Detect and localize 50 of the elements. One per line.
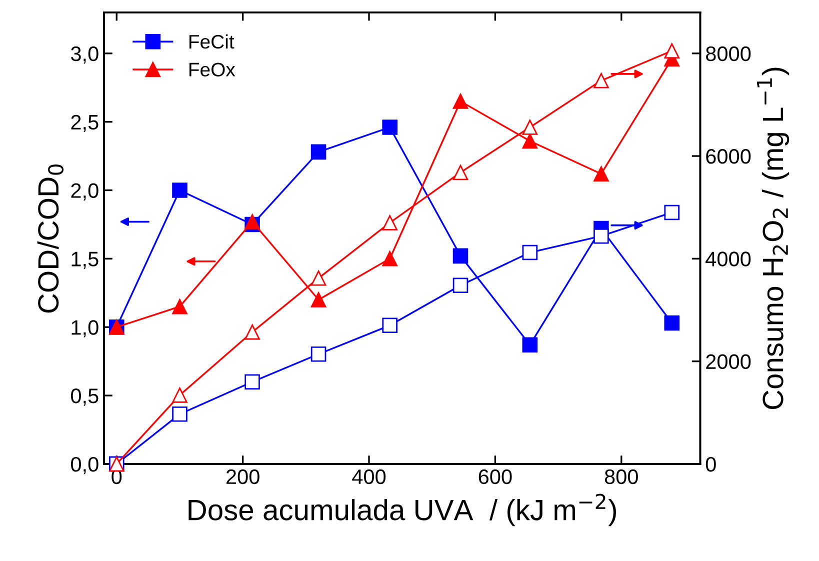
point bbox=[382, 120, 398, 135]
point bbox=[664, 204, 680, 220]
x-tick-label: 600 bbox=[478, 469, 512, 484]
point bbox=[664, 43, 680, 58]
x-tick-label: 200 bbox=[226, 469, 260, 484]
y-tick-label: 1,0 bbox=[72, 320, 98, 338]
point bbox=[452, 94, 468, 109]
y-axis-title: COD/COD$_{0}$ bbox=[37, 164, 64, 313]
point bbox=[172, 406, 188, 422]
y-tick-label: 2,5 bbox=[71, 114, 98, 132]
point bbox=[382, 215, 398, 230]
y2-tick-label: 8000 bbox=[706, 46, 751, 62]
point bbox=[310, 144, 326, 160]
y-tick-label: 1,5 bbox=[72, 252, 98, 269]
x-tick-label: 800 bbox=[604, 469, 638, 484]
point bbox=[522, 133, 538, 149]
x-tick-label: 400 bbox=[352, 469, 386, 484]
point bbox=[452, 278, 468, 293]
point bbox=[310, 270, 326, 286]
point bbox=[310, 292, 326, 308]
point bbox=[172, 298, 188, 314]
y2-axis-title: Consumo H$_{2}$O$_{2}$ / (mg L$^{−1}$) bbox=[757, 68, 790, 410]
y2-tick-label: 6000 bbox=[706, 149, 751, 164]
point bbox=[310, 346, 326, 362]
y-tick-label: 3,0 bbox=[70, 46, 98, 64]
point bbox=[172, 182, 188, 198]
legend-label: FeOx bbox=[189, 62, 236, 76]
point bbox=[382, 251, 398, 266]
x-axis-title: Dose acumulada UVA / (kJ m$^{−2}$) bbox=[188, 494, 616, 526]
point bbox=[244, 374, 260, 390]
point bbox=[244, 324, 260, 340]
point bbox=[172, 388, 188, 403]
point bbox=[594, 228, 609, 244]
point bbox=[452, 248, 468, 264]
point bbox=[244, 214, 260, 230]
y-tick-label: 2,0 bbox=[71, 183, 98, 200]
y2-tick-label: 4000 bbox=[706, 252, 751, 266]
y2-tick-label: 0 bbox=[706, 456, 716, 472]
point bbox=[522, 337, 538, 353]
point bbox=[522, 244, 538, 260]
point bbox=[664, 315, 680, 331]
point bbox=[452, 164, 468, 180]
y-tick-label: 0,0 bbox=[71, 456, 98, 474]
point bbox=[522, 120, 538, 135]
point bbox=[594, 72, 609, 88]
legend-label: FeCit bbox=[189, 34, 234, 49]
y-tick-label: 0,5 bbox=[71, 388, 98, 406]
point bbox=[594, 166, 609, 182]
point bbox=[382, 318, 398, 334]
y2-tick-label: 2000 bbox=[706, 354, 751, 370]
